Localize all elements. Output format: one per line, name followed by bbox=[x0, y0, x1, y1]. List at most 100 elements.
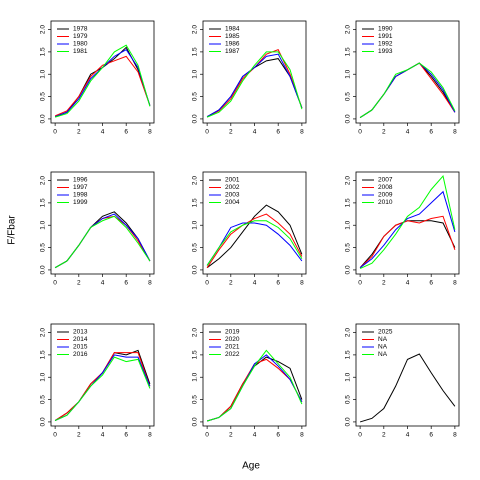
x-tick-label: 6 bbox=[429, 129, 433, 136]
series-line bbox=[54, 213, 151, 269]
y-tick-label: 1.5 bbox=[40, 198, 47, 207]
x-tick-label: 0 bbox=[205, 280, 209, 287]
x-tick-label: 6 bbox=[429, 280, 433, 287]
y-tick-label: 0.5 bbox=[40, 92, 47, 101]
y-tick-label: 1.0 bbox=[40, 69, 47, 78]
series-line bbox=[54, 48, 151, 118]
legend-label: 2014 bbox=[73, 336, 88, 343]
y-tick-label: 0.5 bbox=[192, 395, 199, 404]
x-tick-label: 8 bbox=[300, 432, 304, 439]
y-tick-label: 2.0 bbox=[40, 176, 47, 185]
y-tick-label: 0.5 bbox=[345, 395, 352, 404]
x-tick-label: 0 bbox=[358, 432, 362, 439]
series-line bbox=[54, 55, 151, 117]
x-tick-label: 2 bbox=[77, 280, 81, 287]
y-tick-label: 1.5 bbox=[192, 198, 199, 207]
x-tick-label: 0 bbox=[53, 129, 57, 136]
series-line bbox=[359, 62, 456, 118]
x-tick-label: 6 bbox=[276, 129, 280, 136]
legend-label: 1986 bbox=[225, 41, 240, 48]
legend-label: 1993 bbox=[378, 48, 393, 55]
y-tick-label: 2.0 bbox=[192, 328, 199, 337]
x-tick-label: 0 bbox=[358, 280, 362, 287]
series-line bbox=[54, 44, 151, 118]
x-tick-label: 0 bbox=[53, 280, 57, 287]
y-tick-label: 0.5 bbox=[192, 92, 199, 101]
x-tick-label: 4 bbox=[253, 129, 257, 136]
x-tick-label: 6 bbox=[124, 129, 128, 136]
x-tick-label: 6 bbox=[276, 280, 280, 287]
y-axis-label: F/Fbar bbox=[7, 215, 18, 245]
legend-label: NA bbox=[378, 351, 388, 358]
x-tick-label: 4 bbox=[406, 280, 410, 287]
y-tick-label: 1.5 bbox=[345, 350, 352, 359]
x-tick-label: 0 bbox=[358, 129, 362, 136]
y-tick-label: 0.0 bbox=[192, 265, 199, 274]
series-line bbox=[206, 51, 303, 118]
y-tick-label: 2.0 bbox=[345, 328, 352, 337]
legend-label: 1979 bbox=[73, 33, 88, 40]
x-tick-label: 8 bbox=[148, 280, 152, 287]
legend-label: 2010 bbox=[378, 199, 393, 206]
x-tick-label: 6 bbox=[124, 280, 128, 287]
legend-label: 2002 bbox=[225, 184, 240, 191]
x-tick-label: 2 bbox=[382, 280, 386, 287]
x-tick-label: 4 bbox=[101, 432, 105, 439]
y-tick-label: 1.5 bbox=[345, 198, 352, 207]
legend-label: 2007 bbox=[378, 177, 393, 184]
x-tick-label: 8 bbox=[453, 432, 457, 439]
y-tick-label: 2.0 bbox=[40, 328, 47, 337]
y-tick-label: 0.0 bbox=[192, 417, 199, 426]
x-tick-label: 8 bbox=[300, 129, 304, 136]
legend-label: 1980 bbox=[73, 41, 88, 48]
x-tick-label: 2 bbox=[229, 129, 233, 136]
legend-label: 2008 bbox=[378, 184, 393, 191]
series-line bbox=[54, 349, 151, 421]
y-tick-label: 0.0 bbox=[345, 417, 352, 426]
y-tick-label: 0.0 bbox=[345, 114, 352, 123]
legend-label: NA bbox=[378, 336, 388, 343]
x-tick-label: 0 bbox=[53, 432, 57, 439]
y-tick-label: 1.5 bbox=[192, 47, 199, 56]
x-tick-label: 2 bbox=[77, 129, 81, 136]
y-tick-label: 0.0 bbox=[40, 265, 47, 274]
y-tick-label: 0.0 bbox=[40, 417, 47, 426]
y-tick-label: 0.5 bbox=[345, 92, 352, 101]
legend-label: 1981 bbox=[73, 48, 88, 55]
y-tick-label: 0.5 bbox=[345, 243, 352, 252]
y-tick-label: 1.5 bbox=[40, 47, 47, 56]
series-line bbox=[206, 222, 303, 266]
x-tick-label: 8 bbox=[300, 280, 304, 287]
series-line bbox=[206, 358, 303, 422]
legend-label: 1987 bbox=[225, 48, 240, 55]
legend-label: 2004 bbox=[225, 199, 240, 206]
legend-label: 2021 bbox=[225, 344, 240, 351]
legend-label: 1997 bbox=[73, 184, 88, 191]
legend-label: 2022 bbox=[225, 351, 240, 358]
y-tick-label: 2.0 bbox=[192, 25, 199, 34]
series-line bbox=[359, 62, 456, 118]
y-tick-label: 1.5 bbox=[345, 47, 352, 56]
x-tick-label: 6 bbox=[429, 432, 433, 439]
x-tick-label: 2 bbox=[229, 280, 233, 287]
x-tick-label: 8 bbox=[148, 432, 152, 439]
legend-label: 2009 bbox=[378, 192, 393, 199]
y-tick-label: 2.0 bbox=[192, 176, 199, 185]
legend-label: 2003 bbox=[225, 192, 240, 199]
y-tick-label: 1.0 bbox=[345, 69, 352, 78]
y-tick-label: 1.5 bbox=[192, 350, 199, 359]
legend-label: 2020 bbox=[225, 336, 240, 343]
legend-label: 2016 bbox=[73, 351, 88, 358]
series-line bbox=[54, 46, 151, 118]
x-tick-label: 6 bbox=[276, 432, 280, 439]
series-line bbox=[206, 53, 303, 118]
x-tick-label: 2 bbox=[382, 432, 386, 439]
y-tick-label: 0.5 bbox=[40, 395, 47, 404]
y-tick-label: 1.0 bbox=[40, 220, 47, 229]
